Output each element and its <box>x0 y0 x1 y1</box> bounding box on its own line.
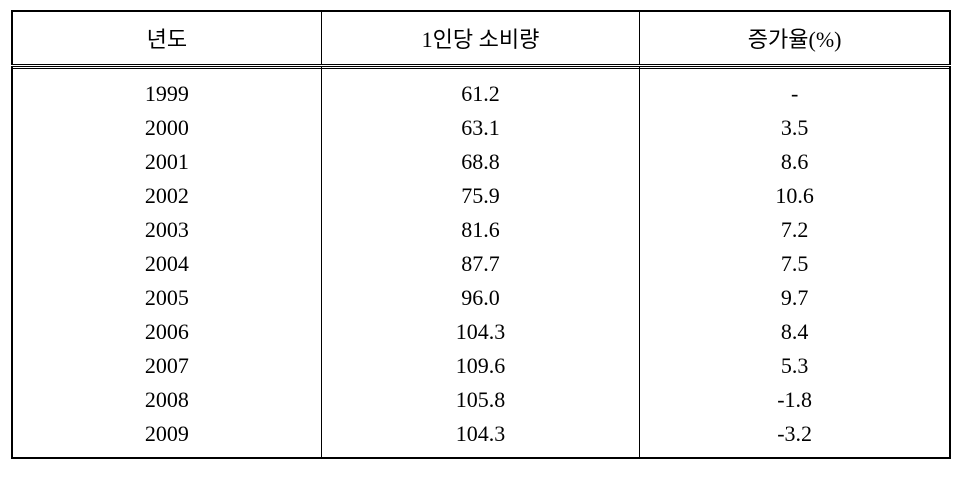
cell-consumption: 68.8 <box>321 145 640 179</box>
cell-year: 2001 <box>12 145 321 179</box>
cell-consumption: 105.8 <box>321 383 640 417</box>
cell-consumption: 75.9 <box>321 179 640 213</box>
cell-growth: 3.5 <box>640 111 949 145</box>
header-row: 년도 1인당 소비량 증가율(%) <box>12 11 950 66</box>
cell-consumption: 96.0 <box>321 281 640 315</box>
table-row: 200168.88.6 <box>12 145 950 179</box>
header-consumption: 1인당 소비량 <box>321 11 640 66</box>
cell-year: 2004 <box>12 247 321 281</box>
cell-year: 2006 <box>12 315 321 349</box>
consumption-table-container: 년도 1인당 소비량 증가율(%) 199961.2-200063.13.520… <box>11 10 951 459</box>
cell-consumption: 104.3 <box>321 417 640 458</box>
table-row: 2006104.38.4 <box>12 315 950 349</box>
cell-growth: -1.8 <box>640 383 949 417</box>
cell-consumption: 61.2 <box>321 77 640 111</box>
cell-year: 2000 <box>12 111 321 145</box>
table-header: 년도 1인당 소비량 증가율(%) <box>12 11 950 66</box>
cell-year: 2005 <box>12 281 321 315</box>
cell-year: 2009 <box>12 417 321 458</box>
cell-growth: 9.7 <box>640 281 949 315</box>
header-year: 년도 <box>12 11 321 66</box>
table-row: 199961.2- <box>12 77 950 111</box>
cell-growth: 8.6 <box>640 145 949 179</box>
consumption-table: 년도 1인당 소비량 증가율(%) 199961.2-200063.13.520… <box>11 10 951 459</box>
cell-growth: 8.4 <box>640 315 949 349</box>
table-row: 200275.910.6 <box>12 179 950 213</box>
table-row: 2007109.65.3 <box>12 349 950 383</box>
cell-growth: - <box>640 77 949 111</box>
table-row: 200381.67.2 <box>12 213 950 247</box>
cell-consumption: 63.1 <box>321 111 640 145</box>
cell-consumption: 104.3 <box>321 315 640 349</box>
cell-growth: -3.2 <box>640 417 949 458</box>
cell-growth: 7.5 <box>640 247 949 281</box>
cell-consumption: 81.6 <box>321 213 640 247</box>
cell-growth: 10.6 <box>640 179 949 213</box>
cell-year: 2003 <box>12 213 321 247</box>
cell-growth: 5.3 <box>640 349 949 383</box>
table-body: 199961.2-200063.13.5200168.88.6200275.91… <box>12 66 950 459</box>
cell-year: 2007 <box>12 349 321 383</box>
cell-year: 2002 <box>12 179 321 213</box>
table-row: 200063.13.5 <box>12 111 950 145</box>
cell-consumption: 87.7 <box>321 247 640 281</box>
table-row: 2008105.8-1.8 <box>12 383 950 417</box>
cell-year: 2008 <box>12 383 321 417</box>
header-growth: 증가율(%) <box>640 11 949 66</box>
table-row: 200487.77.5 <box>12 247 950 281</box>
cell-year: 1999 <box>12 77 321 111</box>
table-row: 2009104.3-3.2 <box>12 417 950 458</box>
cell-consumption: 109.6 <box>321 349 640 383</box>
table-row: 200596.09.7 <box>12 281 950 315</box>
cell-growth: 7.2 <box>640 213 949 247</box>
